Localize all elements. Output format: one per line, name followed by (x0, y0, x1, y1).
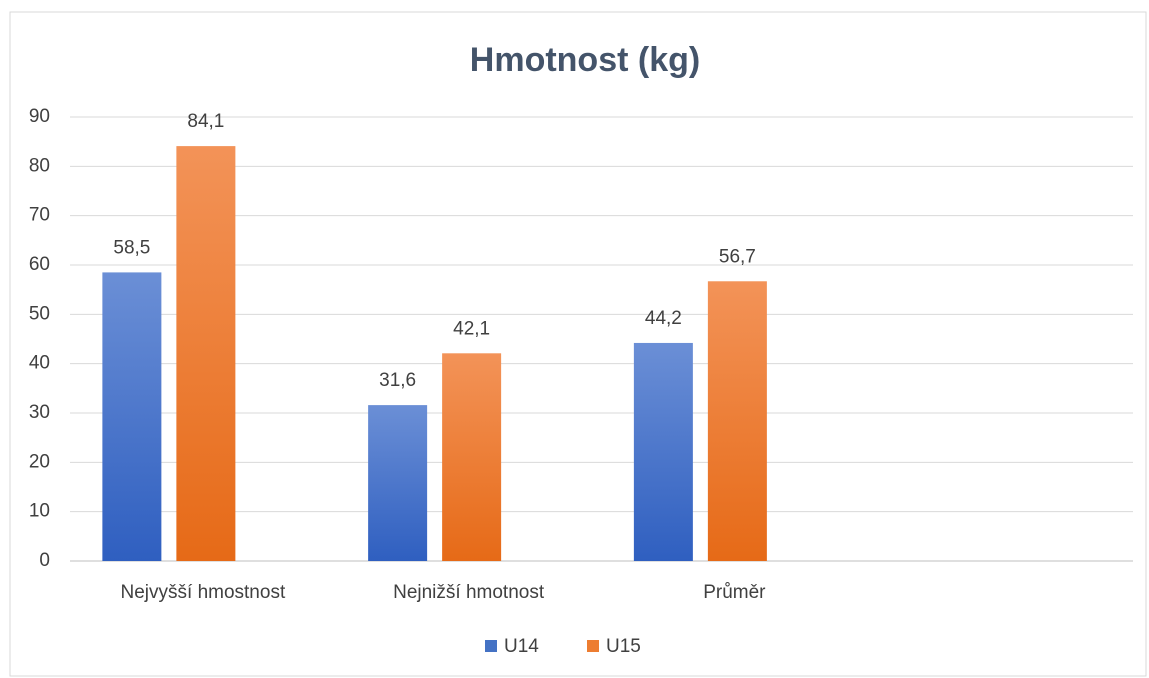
bar (176, 146, 236, 561)
y-tick-label: 50 (29, 303, 50, 324)
y-tick-label: 90 (29, 106, 50, 127)
value-label: 31,6 (379, 370, 416, 391)
x-tick-label: Nejnižší hmotnost (393, 582, 545, 603)
y-tick-label: 60 (29, 254, 50, 275)
x-tick-label: Průměr (703, 582, 766, 603)
value-label: 58,5 (113, 237, 150, 258)
y-tick-label: 30 (29, 402, 50, 423)
legend-label: U14 (504, 636, 539, 657)
x-tick-label: Nejvyšší hmostnost (121, 582, 286, 603)
y-tick-label: 80 (29, 155, 50, 176)
legend-swatch (485, 640, 497, 652)
bar (707, 281, 767, 561)
y-tick-label: 10 (29, 501, 50, 522)
bar (633, 342, 693, 561)
value-label: 44,2 (645, 308, 682, 329)
chart-title: Hmotnost (kg) (470, 41, 700, 79)
y-tick-label: 70 (29, 205, 50, 226)
y-tick-label: 0 (39, 550, 50, 571)
value-label: 42,1 (453, 318, 490, 339)
legend-swatch (587, 640, 599, 652)
bar (442, 353, 502, 561)
y-tick-label: 40 (29, 353, 50, 374)
y-tick-label: 20 (29, 451, 50, 472)
bar (368, 405, 428, 561)
legend-label: U15 (606, 636, 641, 657)
value-label: 84,1 (187, 111, 224, 132)
bar (102, 272, 162, 561)
value-label: 56,7 (719, 246, 756, 267)
